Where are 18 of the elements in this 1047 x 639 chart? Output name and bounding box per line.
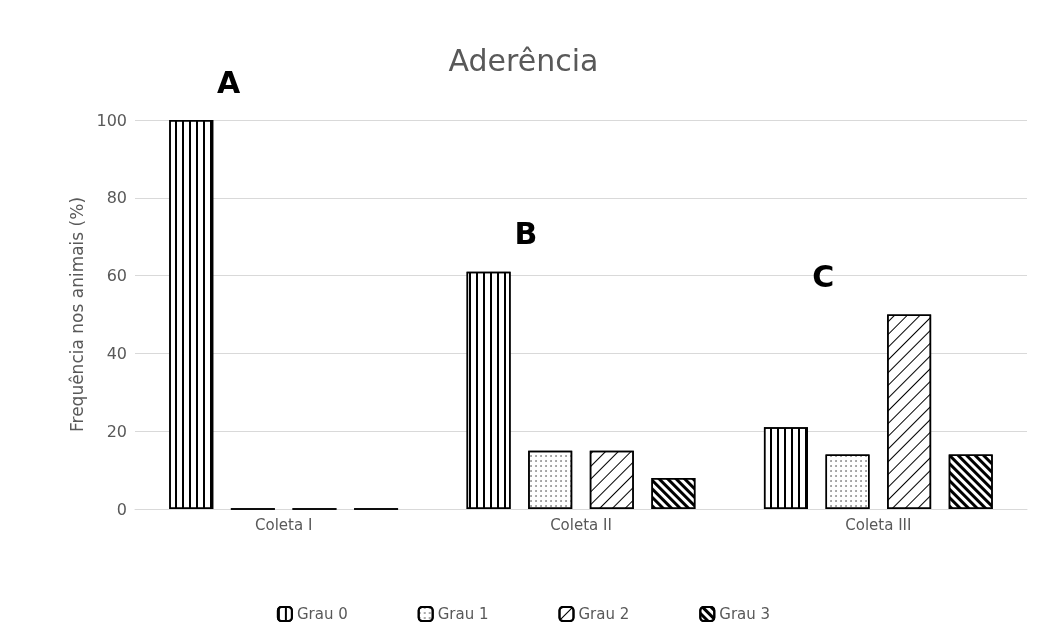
legend-label: Grau 3 — [719, 605, 771, 623]
y-tick-label: 100 — [96, 110, 127, 130]
y-tick-label: 40 — [106, 343, 127, 363]
x-tick-label: Coleta I — [255, 515, 313, 534]
x-tick-label: Coleta III — [845, 515, 912, 534]
y-tick-label: 80 — [106, 188, 127, 208]
text: A — [217, 64, 242, 100]
y-tick-label: 0 — [116, 499, 127, 519]
chart-title: Aderência — [448, 42, 599, 78]
y-tick-label: 20 — [106, 421, 127, 441]
y-axis-title: Frequência nos animais (%) — [66, 196, 87, 433]
legend-label: Grau 0 — [296, 605, 348, 623]
legend-label: Grau 2 — [578, 605, 630, 623]
annotation: B — [514, 216, 538, 252]
x-tick-label: Coleta II — [550, 515, 612, 534]
legend-label: Grau 1 — [437, 605, 489, 623]
y-tick-label: 60 — [106, 266, 127, 286]
annotation: C — [812, 259, 835, 294]
